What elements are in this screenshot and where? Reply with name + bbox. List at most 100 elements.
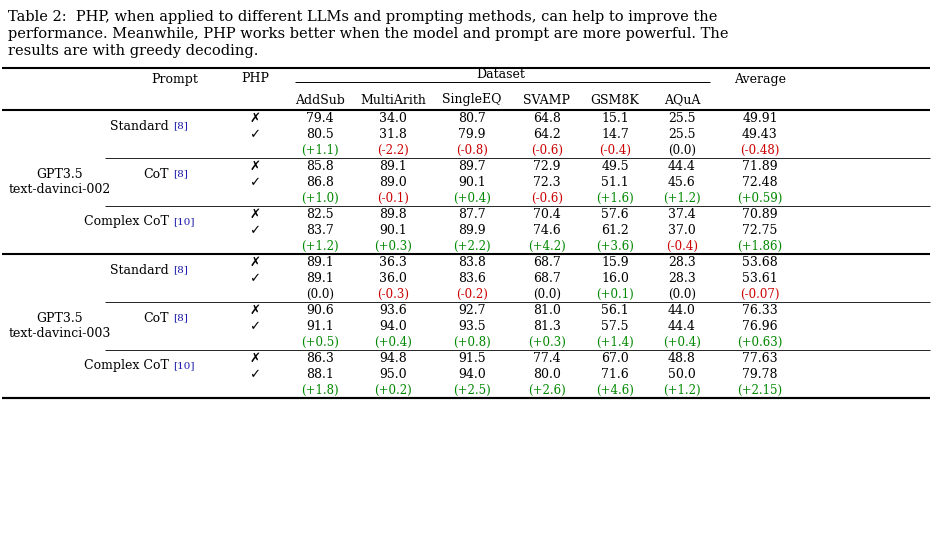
Text: 89.7: 89.7 — [459, 160, 486, 173]
Text: [10]: [10] — [173, 361, 195, 371]
Text: 77.4: 77.4 — [534, 352, 561, 365]
Text: (+1.2): (+1.2) — [301, 240, 339, 253]
Text: 71.6: 71.6 — [601, 368, 629, 381]
Text: Standard: Standard — [110, 120, 169, 132]
Text: (+4.2): (+4.2) — [528, 240, 566, 253]
Text: (+1.86): (+1.86) — [738, 240, 782, 253]
Text: (+1.8): (+1.8) — [301, 384, 339, 397]
Text: ✗: ✗ — [249, 160, 260, 173]
Text: 45.6: 45.6 — [668, 176, 695, 189]
Text: 89.0: 89.0 — [379, 176, 407, 189]
Text: (+0.3): (+0.3) — [528, 336, 566, 349]
Text: ✗: ✗ — [249, 208, 260, 221]
Text: 91.1: 91.1 — [306, 320, 334, 333]
Text: 67.0: 67.0 — [601, 352, 629, 365]
Text: (-0.2): (-0.2) — [456, 288, 488, 301]
Text: 86.8: 86.8 — [306, 176, 334, 189]
Text: 25.5: 25.5 — [668, 112, 695, 125]
Text: 81.0: 81.0 — [534, 304, 561, 317]
Text: (+2.5): (+2.5) — [453, 384, 490, 397]
Text: Complex CoT: Complex CoT — [84, 216, 169, 228]
Text: ✓: ✓ — [249, 224, 260, 237]
Text: 44.4: 44.4 — [668, 160, 696, 173]
Text: (-0.6): (-0.6) — [531, 144, 563, 157]
Text: 89.9: 89.9 — [459, 224, 486, 237]
Text: 36.3: 36.3 — [379, 256, 407, 269]
Text: (0.0): (0.0) — [668, 144, 696, 157]
Text: 80.5: 80.5 — [306, 128, 334, 141]
Text: 82.5: 82.5 — [306, 208, 334, 221]
Text: ✓: ✓ — [249, 176, 260, 189]
Text: 87.7: 87.7 — [459, 208, 486, 221]
Text: ✓: ✓ — [249, 368, 260, 381]
Text: 49.91: 49.91 — [742, 112, 778, 125]
Text: (-0.4): (-0.4) — [599, 144, 631, 157]
Text: 94.8: 94.8 — [379, 352, 407, 365]
Text: 57.5: 57.5 — [601, 320, 629, 333]
Text: (+1.0): (+1.0) — [301, 192, 339, 205]
Text: MultiArith: MultiArith — [360, 93, 426, 107]
Text: 44.0: 44.0 — [668, 304, 696, 317]
Text: ✓: ✓ — [249, 320, 260, 333]
Text: 76.33: 76.33 — [742, 304, 778, 317]
Text: ✓: ✓ — [249, 272, 260, 285]
Text: results are with greedy decoding.: results are with greedy decoding. — [8, 44, 258, 58]
Text: (+0.1): (+0.1) — [596, 288, 634, 301]
Text: (-0.1): (-0.1) — [377, 192, 409, 205]
Text: GPT3.5
text-davinci-002: GPT3.5 text-davinci-002 — [8, 168, 111, 196]
Text: AQuA: AQuA — [664, 93, 700, 107]
Text: (+0.2): (+0.2) — [374, 384, 412, 397]
Text: 70.89: 70.89 — [742, 208, 778, 221]
Text: 71.89: 71.89 — [742, 160, 778, 173]
Text: (+1.1): (+1.1) — [301, 144, 339, 157]
Text: 83.6: 83.6 — [458, 272, 486, 285]
Text: 34.0: 34.0 — [379, 112, 407, 125]
Text: 90.1: 90.1 — [379, 224, 407, 237]
Text: (+1.4): (+1.4) — [596, 336, 634, 349]
Text: (-0.4): (-0.4) — [666, 240, 698, 253]
Text: 89.1: 89.1 — [306, 256, 334, 269]
Text: (+2.15): (+2.15) — [738, 384, 782, 397]
Text: (-0.3): (-0.3) — [377, 288, 409, 301]
Text: 79.4: 79.4 — [306, 112, 334, 125]
Text: 80.0: 80.0 — [534, 368, 561, 381]
Text: 28.3: 28.3 — [668, 256, 695, 269]
Text: 53.68: 53.68 — [742, 256, 778, 269]
Text: (+0.4): (+0.4) — [663, 336, 701, 349]
Text: 16.0: 16.0 — [601, 272, 629, 285]
Text: 14.7: 14.7 — [601, 128, 629, 141]
Text: 72.48: 72.48 — [742, 176, 778, 189]
Text: performance. Meanwhile, PHP works better when the model and prompt are more powe: performance. Meanwhile, PHP works better… — [8, 27, 728, 41]
Text: [10]: [10] — [173, 217, 195, 227]
Text: 79.78: 79.78 — [742, 368, 778, 381]
Text: (+0.8): (+0.8) — [453, 336, 490, 349]
Text: 77.63: 77.63 — [742, 352, 778, 365]
Text: [8]: [8] — [173, 313, 188, 322]
Text: (-0.48): (-0.48) — [740, 144, 780, 157]
Text: 15.1: 15.1 — [601, 112, 629, 125]
Text: 90.6: 90.6 — [306, 304, 334, 317]
Text: 86.3: 86.3 — [306, 352, 334, 365]
Text: 49.5: 49.5 — [601, 160, 629, 173]
Text: 94.0: 94.0 — [458, 368, 486, 381]
Text: (+0.5): (+0.5) — [301, 336, 339, 349]
Text: (+1.6): (+1.6) — [596, 192, 634, 205]
Text: ✗: ✗ — [249, 352, 260, 365]
Text: (0.0): (0.0) — [668, 288, 696, 301]
Text: (+0.63): (+0.63) — [738, 336, 782, 349]
Text: (0.0): (0.0) — [306, 288, 334, 301]
Text: 90.1: 90.1 — [458, 176, 486, 189]
Text: 89.1: 89.1 — [306, 272, 334, 285]
Text: 72.9: 72.9 — [534, 160, 561, 173]
Text: SingleEQ: SingleEQ — [442, 93, 502, 107]
Text: (+0.3): (+0.3) — [374, 240, 412, 253]
Text: (-0.8): (-0.8) — [456, 144, 488, 157]
Text: 72.3: 72.3 — [534, 176, 561, 189]
Text: (-0.6): (-0.6) — [531, 192, 563, 205]
Text: (+0.59): (+0.59) — [738, 192, 782, 205]
Text: ✗: ✗ — [249, 256, 260, 269]
Text: 68.7: 68.7 — [534, 272, 561, 285]
Text: 83.7: 83.7 — [306, 224, 334, 237]
Text: 74.6: 74.6 — [534, 224, 561, 237]
Text: Table 2:  PHP, when applied to different LLMs and prompting methods, can help to: Table 2: PHP, when applied to different … — [8, 10, 717, 24]
